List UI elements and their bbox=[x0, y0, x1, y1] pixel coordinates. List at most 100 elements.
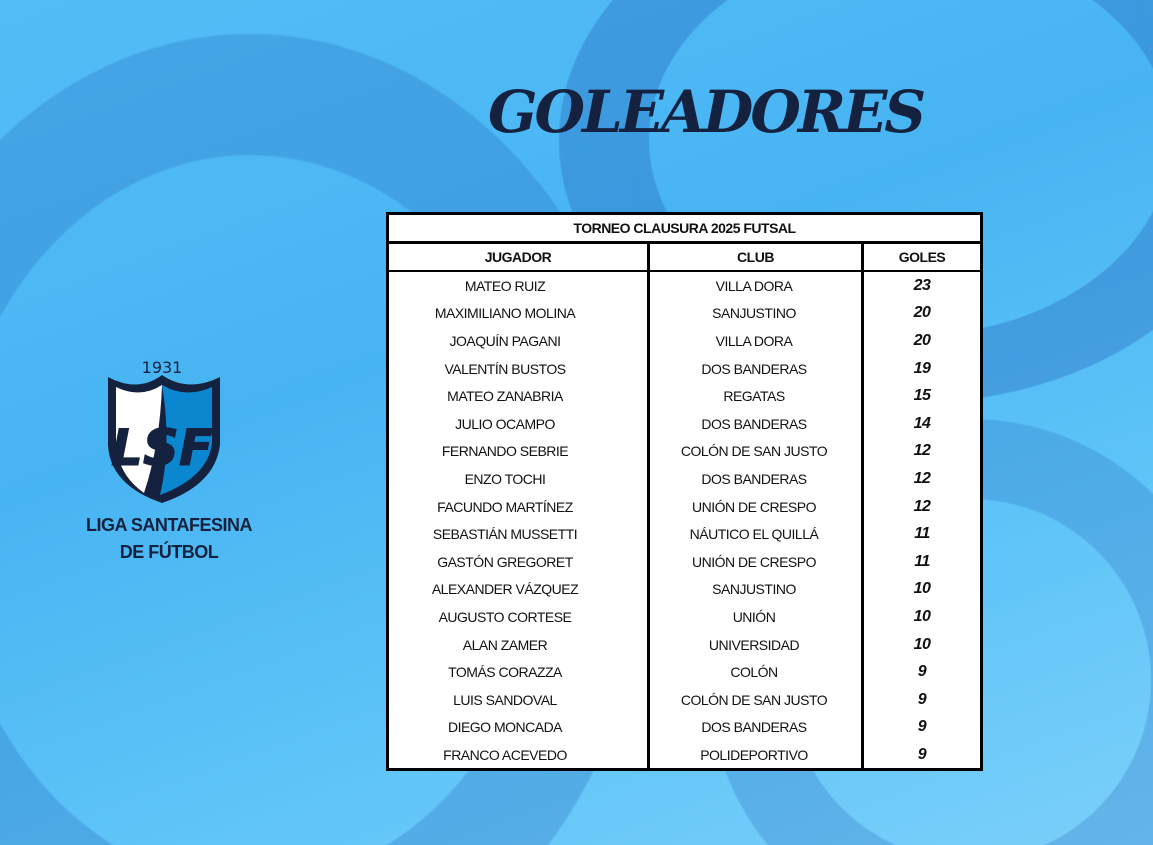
goals-cell: 9 bbox=[864, 658, 980, 686]
goals: 11 bbox=[914, 552, 930, 570]
club-name: UNIÓN bbox=[732, 608, 776, 625]
club-name: DOS BANDERAS bbox=[701, 719, 807, 736]
table-row: AUGUSTO CORTESE UNIÓN 10 bbox=[389, 603, 980, 631]
table-row: MAXIMILIANO MOLINA SANJUSTINO 20 bbox=[389, 300, 980, 328]
club-name-cell: UNIVERSIDAD bbox=[647, 631, 861, 659]
player-name-cell: LUIS SANDOVAL bbox=[389, 686, 621, 714]
goals: 11 bbox=[914, 525, 930, 543]
player-name: LUIS SANDOVAL bbox=[453, 691, 557, 708]
goals: 12 bbox=[913, 442, 931, 460]
player-name-cell: GASTÓN GREGORET bbox=[389, 548, 621, 576]
player-name-cell: SEBASTIÁN MUSSETTI bbox=[389, 520, 621, 548]
goals-cell: 12 bbox=[864, 465, 980, 493]
club-name-cell: SANJUSTINO bbox=[647, 576, 861, 604]
goals: 10 bbox=[913, 607, 931, 625]
club-name-cell: DOS BANDERAS bbox=[647, 355, 861, 383]
league-name: LIGA SANTAFESINA DE FÚTBOL bbox=[84, 512, 254, 566]
player-name-cell: FRANCO ACEVEDO bbox=[389, 741, 621, 769]
goals-cell: 9 bbox=[864, 686, 980, 714]
club-name-cell: DOS BANDERAS bbox=[647, 465, 861, 493]
club-name-cell: DOS BANDERAS bbox=[647, 714, 861, 742]
table-row: LUIS SANDOVAL COLÓN DE SAN JUSTO 9 bbox=[389, 686, 980, 714]
player-name-cell: TOMÁS CORAZZA bbox=[389, 658, 621, 686]
goals: 10 bbox=[913, 635, 931, 653]
header-text: GOLES bbox=[898, 249, 946, 265]
club-name-cell: UNIÓN bbox=[647, 603, 861, 631]
table-row: FERNANDO SEBRIE COLÓN DE SAN JUSTO 12 bbox=[389, 438, 980, 466]
player-name: ALAN ZAMER bbox=[462, 636, 548, 653]
logo-year: 1931 bbox=[142, 358, 183, 377]
club-name: SANJUSTINO bbox=[712, 305, 796, 322]
goals-cell: 12 bbox=[864, 438, 980, 466]
club-name: UNIÓN DE CRESPO bbox=[692, 553, 816, 570]
table-row: JOAQUÍN PAGANI VILLA DORA 20 bbox=[389, 327, 980, 355]
player-name: JOAQUÍN PAGANI bbox=[449, 332, 561, 349]
player-name-cell: ENZO TOCHI bbox=[389, 465, 621, 493]
header-jugador: JUGADOR bbox=[389, 244, 647, 270]
club-name-cell: NÁUTICO EL QUILLÁ bbox=[647, 520, 861, 548]
club-name-cell: COLÓN DE SAN JUSTO bbox=[647, 686, 861, 714]
club-name: COLÓN DE SAN JUSTO bbox=[680, 691, 828, 708]
club-name-cell: COLÓN DE SAN JUSTO bbox=[647, 438, 861, 466]
player-name-cell: AUGUSTO CORTESE bbox=[389, 603, 621, 631]
club-name-cell: DOS BANDERAS bbox=[647, 410, 861, 438]
club-name-cell: REGATAS bbox=[647, 382, 861, 410]
table-row: JULIO OCAMPO DOS BANDERAS 14 bbox=[389, 410, 980, 438]
goals: 9 bbox=[917, 745, 927, 763]
table-row: FACUNDO MARTÍNEZ UNIÓN DE CRESPO 12 bbox=[389, 493, 980, 521]
player-name: FERNANDO SEBRIE bbox=[441, 443, 569, 460]
player-name-cell: JOAQUÍN PAGANI bbox=[389, 327, 621, 355]
goals: 9 bbox=[917, 663, 927, 681]
club-name: UNIVERSIDAD bbox=[708, 636, 800, 653]
club-name-cell: POLIDEPORTIVO bbox=[647, 741, 861, 769]
table-caption: TORNEO CLAUSURA 2025 FUTSAL bbox=[389, 215, 980, 241]
player-name: TOMÁS CORAZZA bbox=[448, 664, 562, 681]
player-name: MATEO RUIZ bbox=[464, 277, 546, 294]
table-row: ALEXANDER VÁZQUEZ SANJUSTINO 10 bbox=[389, 576, 980, 604]
club-name: REGATAS bbox=[723, 388, 785, 405]
club-name-cell: UNIÓN DE CRESPO bbox=[647, 548, 861, 576]
player-name: MATEO ZANABRIA bbox=[447, 388, 563, 405]
goals-cell: 20 bbox=[864, 327, 980, 355]
column-divider bbox=[647, 272, 650, 768]
table-row: VALENTÍN BUSTOS DOS BANDERAS 19 bbox=[389, 355, 980, 383]
league-name-line2: DE FÚTBOL bbox=[119, 542, 219, 562]
page-title: GOLEADORES bbox=[488, 78, 926, 146]
league-name-line1: LIGA SANTAFESINA bbox=[86, 515, 253, 535]
player-name-cell: ALEXANDER VÁZQUEZ bbox=[389, 576, 621, 604]
player-name-cell: MAXIMILIANO MOLINA bbox=[389, 300, 621, 328]
goals: 20 bbox=[913, 331, 931, 349]
goals: 10 bbox=[913, 580, 931, 598]
club-name: DOS BANDERAS bbox=[701, 470, 807, 487]
player-name: DIEGO MONCADA bbox=[447, 719, 563, 736]
goals-cell: 10 bbox=[864, 576, 980, 604]
club-name-cell: VILLA DORA bbox=[647, 327, 861, 355]
league-logo: 1931 LSF bbox=[100, 355, 245, 505]
logo-initials: LSF bbox=[111, 419, 213, 477]
club-name: POLIDEPORTIVO bbox=[700, 746, 808, 763]
player-name-cell: DIEGO MONCADA bbox=[389, 714, 621, 742]
player-name: ENZO TOCHI bbox=[464, 470, 546, 487]
player-name: JULIO OCAMPO bbox=[455, 415, 555, 432]
goals: 14 bbox=[913, 414, 931, 432]
table-row: SEBASTIÁN MUSSETTI NÁUTICO EL QUILLÁ 11 bbox=[389, 520, 980, 548]
goals: 9 bbox=[917, 690, 927, 708]
club-name-cell: VILLA DORA bbox=[647, 272, 861, 300]
goals-cell: 14 bbox=[864, 410, 980, 438]
goals-cell: 9 bbox=[864, 714, 980, 742]
player-name-cell: FACUNDO MARTÍNEZ bbox=[389, 493, 621, 521]
club-name: SANJUSTINO bbox=[712, 581, 796, 598]
table-row: MATEO ZANABRIA REGATAS 15 bbox=[389, 382, 980, 410]
club-name: UNIÓN DE CRESPO bbox=[692, 498, 816, 515]
club-name: DOS BANDERAS bbox=[701, 360, 807, 377]
goals-cell: 12 bbox=[864, 493, 980, 521]
goals-cell: 10 bbox=[864, 603, 980, 631]
club-name: COLÓN bbox=[730, 664, 778, 681]
goals: 23 bbox=[913, 276, 931, 294]
column-divider bbox=[861, 272, 864, 768]
caption-text: TORNEO CLAUSURA 2025 FUTSAL bbox=[573, 220, 796, 236]
goals: 9 bbox=[917, 718, 927, 736]
table-row: GASTÓN GREGORET UNIÓN DE CRESPO 11 bbox=[389, 548, 980, 576]
player-name-cell: MATEO ZANABRIA bbox=[389, 382, 621, 410]
club-name-cell: UNIÓN DE CRESPO bbox=[647, 493, 861, 521]
